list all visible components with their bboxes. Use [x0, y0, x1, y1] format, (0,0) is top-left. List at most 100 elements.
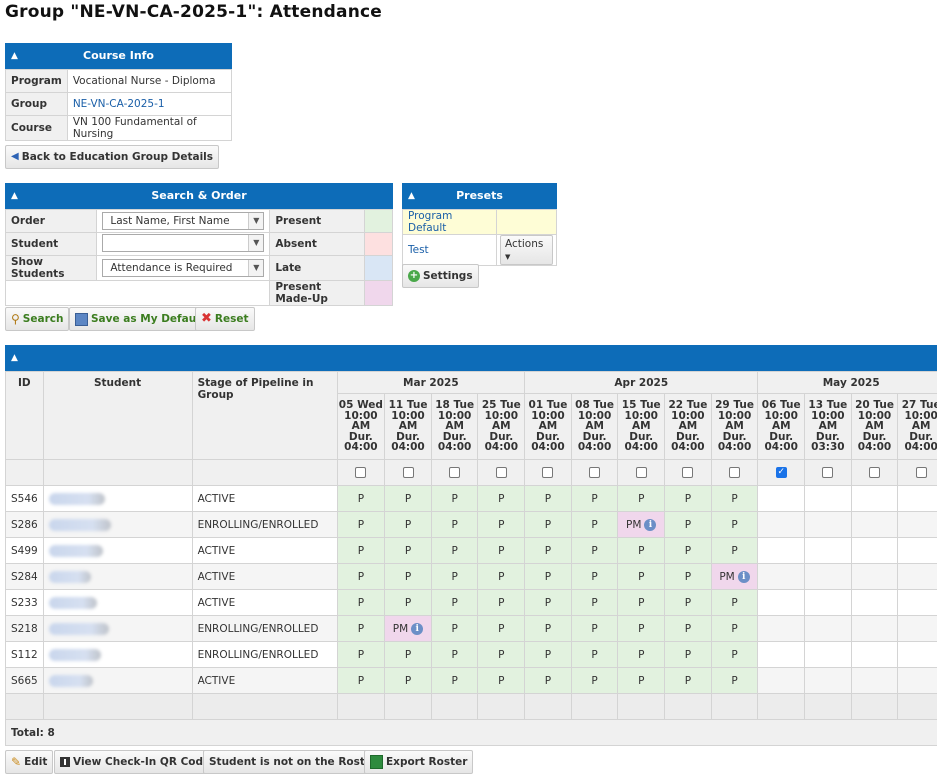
export-roster-button[interactable]: Export Roster — [364, 750, 474, 774]
attendance-cell[interactable]: P — [336, 537, 386, 564]
preset-actions-button[interactable]: Actions ▼ — [500, 235, 553, 265]
attendance-cell[interactable]: P — [477, 485, 526, 512]
student-name-cell[interactable] — [42, 485, 193, 512]
reset-button[interactable]: ✖ Reset — [195, 307, 255, 331]
session-checkbox[interactable] — [449, 467, 461, 478]
collapse-caret-icon[interactable]: ▲ — [11, 191, 18, 201]
session-checkbox[interactable] — [355, 467, 367, 478]
session-checkbox[interactable] — [542, 467, 554, 478]
session-checkbox[interactable] — [682, 467, 694, 478]
attendance-cell[interactable]: P — [617, 615, 666, 642]
attendance-cell[interactable] — [757, 589, 806, 616]
attendance-cell[interactable]: P — [477, 537, 526, 564]
attendance-cell[interactable]: P — [430, 537, 479, 564]
info-icon[interactable]: i — [737, 570, 750, 583]
attendance-cell[interactable]: P — [617, 537, 666, 564]
attendance-cell[interactable]: P — [570, 511, 619, 538]
attendance-cell[interactable]: P — [384, 511, 432, 538]
attendance-cell[interactable] — [757, 537, 806, 564]
attendance-cell[interactable] — [897, 537, 937, 564]
attendance-cell[interactable] — [897, 589, 937, 616]
attendance-cell[interactable]: P — [384, 485, 432, 512]
qr-code-button[interactable]: View Check-In QR Code — [54, 750, 217, 774]
attendance-cell[interactable]: P — [617, 589, 666, 616]
attendance-cell[interactable]: PM i — [617, 511, 666, 538]
session-checkbox[interactable] — [729, 467, 741, 478]
show-students-select[interactable]: Attendance is Required ▼ — [102, 259, 265, 277]
attendance-cell[interactable]: P — [384, 537, 432, 564]
attendance-cell[interactable]: P — [336, 511, 386, 538]
attendance-cell[interactable] — [850, 537, 899, 564]
session-checkbox[interactable] — [402, 467, 414, 478]
attendance-cell[interactable]: P — [570, 641, 619, 668]
attendance-cell[interactable]: P — [477, 589, 526, 616]
attendance-cell[interactable]: P — [384, 667, 432, 694]
attendance-cell[interactable]: P — [477, 667, 526, 694]
attendance-cell[interactable]: P — [664, 485, 712, 512]
attendance-cell[interactable] — [850, 615, 899, 642]
attendance-cell[interactable] — [757, 641, 806, 668]
redacted-student-name[interactable] — [48, 544, 103, 557]
session-checkbox[interactable] — [822, 467, 834, 478]
attendance-cell[interactable]: P — [617, 667, 666, 694]
attendance-cell[interactable] — [850, 641, 899, 668]
attendance-cell[interactable] — [897, 615, 937, 642]
attendance-cell[interactable]: P — [430, 667, 479, 694]
redacted-student-name[interactable] — [48, 648, 101, 661]
session-checkbox[interactable] — [915, 467, 927, 478]
attendance-cell[interactable]: P — [524, 615, 572, 642]
search-button[interactable]: ⚲ Search — [5, 307, 70, 331]
student-name-cell[interactable] — [42, 615, 193, 642]
preset-program-default[interactable]: Program Default — [408, 210, 453, 234]
back-button[interactable]: ◀ Back to Education Group Details — [5, 145, 220, 169]
attendance-cell[interactable]: P — [524, 537, 572, 564]
attendance-cell[interactable]: P — [617, 641, 666, 668]
attendance-cell[interactable]: P — [384, 589, 432, 616]
attendance-cell[interactable]: P — [617, 485, 666, 512]
session-checkbox[interactable]: ✓ — [775, 467, 787, 478]
attendance-cell[interactable]: P — [384, 641, 432, 668]
attendance-cell[interactable] — [804, 615, 852, 642]
collapse-caret-icon[interactable]: ▲ — [408, 191, 415, 201]
attendance-cell[interactable]: P — [430, 615, 479, 642]
attendance-cell[interactable]: P — [524, 667, 572, 694]
attendance-cell[interactable]: P — [570, 537, 619, 564]
attendance-cell[interactable]: P — [710, 615, 759, 642]
attendance-cell[interactable] — [757, 667, 806, 694]
attendance-cell[interactable]: P — [430, 589, 479, 616]
attendance-cell[interactable]: P — [524, 485, 572, 512]
attendance-cell[interactable] — [850, 511, 899, 538]
attendance-cell[interactable]: PM i — [384, 615, 432, 642]
redacted-student-name[interactable] — [48, 622, 109, 635]
col-stage-header[interactable]: Stage of Pipeline in Group — [191, 371, 338, 460]
save-default-button[interactable]: Save as My Default — [69, 307, 211, 331]
attendance-cell[interactable]: P — [336, 641, 386, 668]
attendance-cell[interactable]: P — [524, 511, 572, 538]
attendance-cell[interactable]: P — [570, 563, 619, 590]
attendance-cell[interactable]: P — [477, 511, 526, 538]
attendance-cell[interactable]: P — [477, 563, 526, 590]
attendance-cell[interactable]: P — [664, 615, 712, 642]
student-name-cell[interactable] — [42, 641, 193, 668]
attendance-cell[interactable] — [850, 485, 899, 512]
redacted-student-name[interactable] — [48, 596, 97, 609]
student-name-cell[interactable] — [42, 589, 193, 616]
redacted-student-name[interactable] — [48, 674, 93, 687]
group-link[interactable]: NE-VN-CA-2025-1 — [72, 98, 165, 110]
attendance-cell[interactable]: P — [336, 667, 386, 694]
attendance-cell[interactable] — [757, 615, 806, 642]
attendance-cell[interactable]: P — [664, 511, 712, 538]
attendance-cell[interactable]: P — [524, 641, 572, 668]
redacted-student-name[interactable] — [48, 570, 91, 583]
redacted-student-name[interactable] — [48, 518, 111, 531]
attendance-cell[interactable]: P — [430, 563, 479, 590]
attendance-cell[interactable]: P — [710, 485, 759, 512]
student-name-cell[interactable] — [42, 667, 193, 694]
attendance-cell[interactable] — [897, 667, 937, 694]
info-icon[interactable]: i — [644, 518, 657, 531]
collapse-caret-icon[interactable]: ▲ — [11, 353, 18, 363]
attendance-cell[interactable]: P — [664, 537, 712, 564]
attendance-cell[interactable] — [804, 667, 852, 694]
attendance-cell[interactable]: P — [336, 485, 386, 512]
attendance-cell[interactable] — [850, 589, 899, 616]
